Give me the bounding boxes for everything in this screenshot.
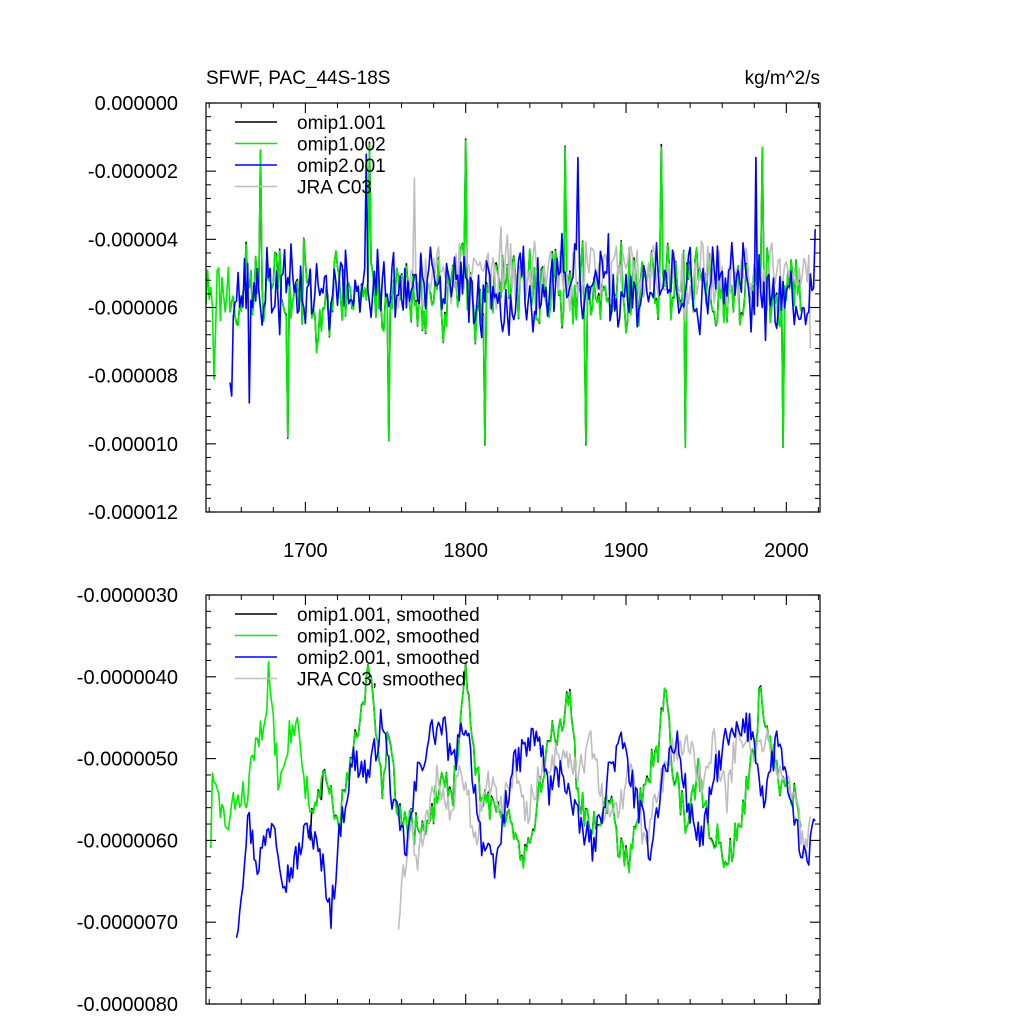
y-tick-label: -0.0000080 xyxy=(77,994,178,1016)
legend-label: JRA C03 xyxy=(297,178,372,199)
x-tick-label: 1700 xyxy=(283,540,328,562)
legend-label: omip1.001, smoothed xyxy=(297,605,480,626)
series-line-jra-c03-smoothed xyxy=(397,723,812,930)
top-axis-ticks: 1700 1800 1900 2000 0.000000 -0.000002 -0.0000… xyxy=(88,93,820,562)
y-tick-label: -0.000006 xyxy=(88,298,178,320)
units-label: kg/m^2/s xyxy=(745,68,820,89)
series-line-omip1-002 xyxy=(205,139,802,448)
y-tick-label: -0.000010 xyxy=(88,434,178,456)
top-series-lines xyxy=(205,138,816,449)
legend-label: JRA C03, smoothed xyxy=(297,670,466,691)
y-tick-label: -0.0000070 xyxy=(77,912,178,934)
y-tick-label: -0.000004 xyxy=(88,229,178,251)
y-tick-label: -0.0000040 xyxy=(77,667,178,689)
y-tick-label: -0.0000030 xyxy=(77,585,178,607)
bottom-plot-frame xyxy=(205,594,821,1005)
legend-label: omip1.002 xyxy=(297,135,386,156)
top-panel: SFWF, PAC_44S-18S kg/m^2/s 1700 1800 1900 2… xyxy=(88,68,821,562)
y-tick-label: -0.0000060 xyxy=(77,830,178,852)
y-tick-label: -0.000008 xyxy=(88,366,178,388)
series-line-jra-c03 xyxy=(397,156,812,349)
series-line-omip1-002-smoothed xyxy=(210,661,802,874)
bottom-series-lines xyxy=(210,661,816,938)
legend-label: omip1.002, smoothed xyxy=(297,627,480,648)
bottom-axis-ticks: -0.0000030 -0.0000040 -0.0000050 -0.0000060… xyxy=(77,585,820,1016)
bottom-panel: -0.0000030 -0.0000040 -0.0000050 -0.0000060… xyxy=(77,585,821,1016)
x-tick-label: 1900 xyxy=(604,540,649,562)
legend-label: omip2.001, smoothed xyxy=(297,648,480,669)
legend-label: omip1.001 xyxy=(297,113,386,134)
chart-title: SFWF, PAC_44S-18S xyxy=(206,68,390,89)
y-tick-label: 0.000000 xyxy=(95,93,178,115)
x-tick-label: 2000 xyxy=(764,540,809,562)
legend-label: omip2.001 xyxy=(297,156,386,177)
series-line-omip2-001 xyxy=(229,153,816,404)
y-tick-label: -0.0000050 xyxy=(77,749,178,771)
y-tick-label: -0.000012 xyxy=(88,502,178,524)
series-line-omip2-001-smoothed xyxy=(235,708,816,938)
x-tick-label: 1800 xyxy=(443,540,488,562)
y-tick-label: -0.000002 xyxy=(88,161,178,183)
